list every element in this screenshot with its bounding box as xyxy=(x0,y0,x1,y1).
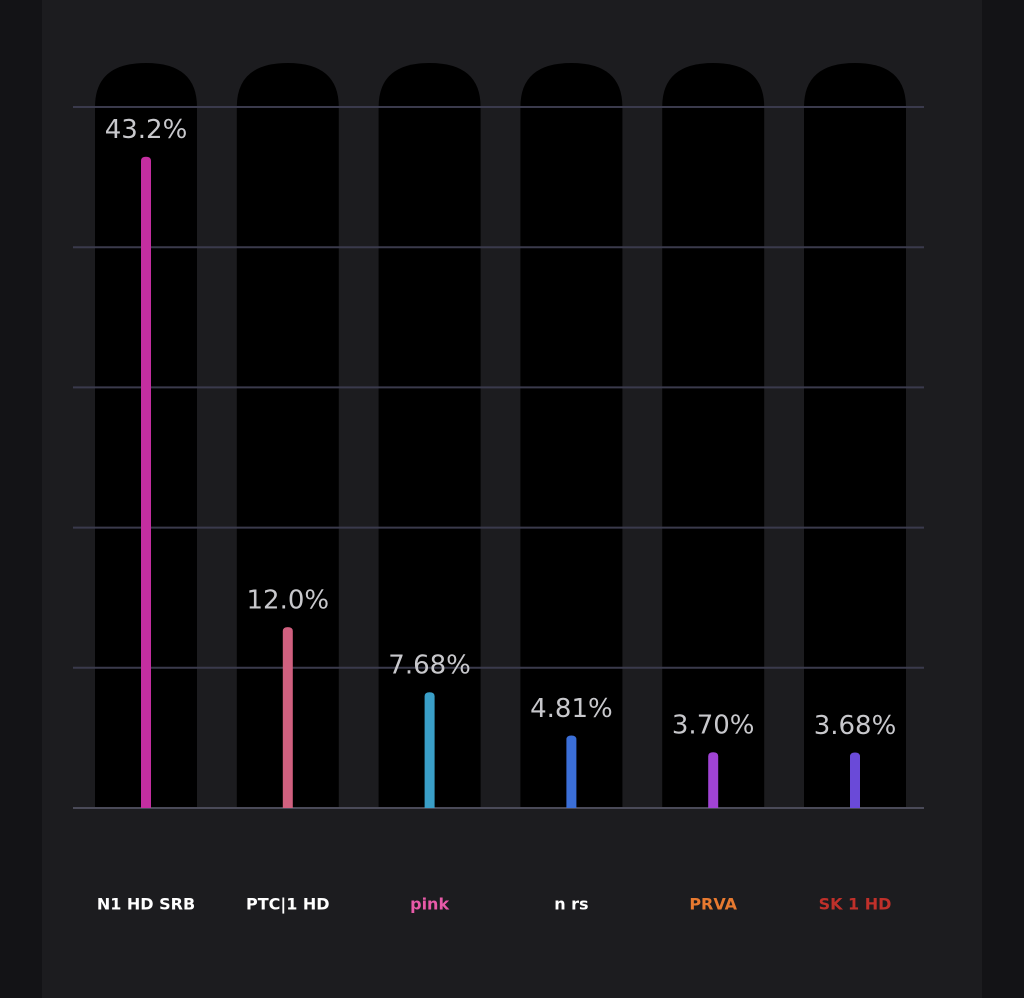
channel-label: SK 1 HD xyxy=(819,895,892,914)
channel-label: PRVA xyxy=(689,895,737,914)
bar xyxy=(850,752,860,808)
value-label: 12.0% xyxy=(246,586,329,616)
bar xyxy=(566,735,577,808)
value-label: 3.70% xyxy=(672,711,755,741)
pillar xyxy=(378,63,481,808)
bar xyxy=(424,692,435,808)
bar xyxy=(282,627,293,808)
value-label: 7.68% xyxy=(388,651,471,681)
value-label: 43.2% xyxy=(105,115,188,145)
channel-label: pink xyxy=(410,895,449,914)
value-label: 3.68% xyxy=(814,711,897,741)
pillar xyxy=(662,63,765,808)
channel-label: n rs xyxy=(554,895,588,914)
channel-label: N1 HD SRB xyxy=(97,895,195,914)
bar xyxy=(141,156,151,808)
value-label: 4.81% xyxy=(530,694,613,724)
channel-label: PTC|1 HD xyxy=(246,895,330,915)
pillar xyxy=(236,63,339,808)
bar xyxy=(708,752,719,808)
pillar xyxy=(520,63,623,808)
pillar xyxy=(804,63,906,808)
